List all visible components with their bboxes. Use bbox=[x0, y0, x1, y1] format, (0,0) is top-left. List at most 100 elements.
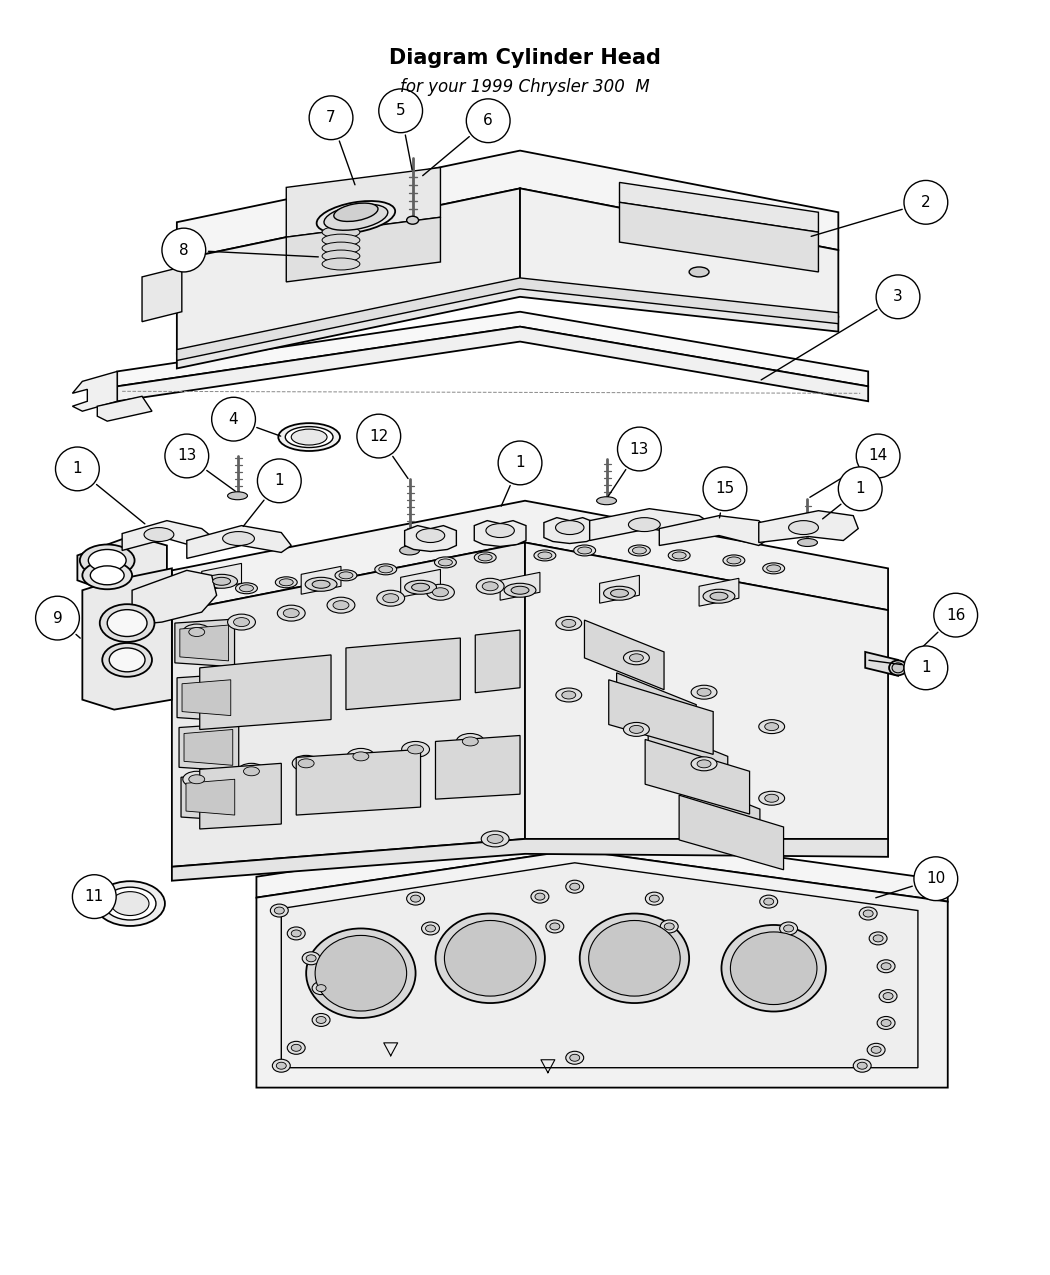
Circle shape bbox=[165, 434, 209, 478]
Ellipse shape bbox=[298, 759, 314, 768]
Ellipse shape bbox=[274, 907, 285, 914]
Polygon shape bbox=[256, 850, 948, 1088]
Ellipse shape bbox=[538, 552, 552, 558]
Ellipse shape bbox=[660, 921, 678, 933]
Ellipse shape bbox=[762, 562, 784, 574]
Ellipse shape bbox=[859, 907, 877, 921]
Polygon shape bbox=[200, 655, 331, 729]
Circle shape bbox=[914, 857, 958, 900]
Polygon shape bbox=[301, 566, 341, 594]
Ellipse shape bbox=[435, 557, 457, 567]
Text: 14: 14 bbox=[868, 449, 887, 464]
Circle shape bbox=[357, 414, 401, 458]
Text: 4: 4 bbox=[229, 412, 238, 427]
Ellipse shape bbox=[291, 430, 327, 445]
Ellipse shape bbox=[339, 572, 353, 579]
Ellipse shape bbox=[872, 1047, 881, 1053]
Ellipse shape bbox=[291, 1044, 301, 1052]
Polygon shape bbox=[680, 778, 760, 847]
Ellipse shape bbox=[223, 532, 254, 546]
Ellipse shape bbox=[629, 544, 650, 556]
Ellipse shape bbox=[689, 266, 709, 277]
Ellipse shape bbox=[697, 760, 711, 768]
Ellipse shape bbox=[874, 935, 883, 942]
Ellipse shape bbox=[759, 792, 784, 806]
Ellipse shape bbox=[307, 928, 416, 1017]
Ellipse shape bbox=[322, 250, 360, 261]
Ellipse shape bbox=[346, 748, 375, 764]
Ellipse shape bbox=[270, 904, 289, 917]
Ellipse shape bbox=[317, 201, 395, 233]
Ellipse shape bbox=[400, 546, 420, 555]
Ellipse shape bbox=[555, 688, 582, 703]
Ellipse shape bbox=[228, 615, 255, 630]
Polygon shape bbox=[436, 736, 520, 799]
Polygon shape bbox=[865, 652, 898, 676]
Ellipse shape bbox=[406, 892, 424, 905]
Ellipse shape bbox=[312, 580, 330, 588]
Ellipse shape bbox=[881, 1020, 891, 1026]
Ellipse shape bbox=[691, 685, 717, 699]
Ellipse shape bbox=[383, 594, 399, 603]
Ellipse shape bbox=[334, 203, 378, 222]
Ellipse shape bbox=[783, 924, 794, 932]
Ellipse shape bbox=[233, 617, 250, 626]
Circle shape bbox=[704, 467, 747, 511]
Ellipse shape bbox=[206, 574, 237, 588]
Ellipse shape bbox=[421, 922, 440, 935]
Ellipse shape bbox=[624, 650, 649, 664]
Circle shape bbox=[856, 434, 900, 478]
Text: 13: 13 bbox=[177, 449, 196, 464]
Ellipse shape bbox=[239, 585, 253, 592]
Ellipse shape bbox=[704, 589, 735, 603]
Ellipse shape bbox=[436, 913, 545, 1003]
Circle shape bbox=[617, 427, 662, 470]
Polygon shape bbox=[122, 520, 216, 551]
Polygon shape bbox=[287, 217, 440, 282]
Ellipse shape bbox=[789, 520, 818, 534]
Ellipse shape bbox=[555, 616, 582, 630]
Ellipse shape bbox=[721, 924, 826, 1011]
Text: 1: 1 bbox=[921, 660, 930, 676]
Polygon shape bbox=[182, 680, 231, 715]
Ellipse shape bbox=[697, 688, 711, 696]
Ellipse shape bbox=[665, 923, 674, 929]
Polygon shape bbox=[759, 511, 858, 542]
Ellipse shape bbox=[511, 586, 529, 594]
Circle shape bbox=[933, 593, 978, 638]
Ellipse shape bbox=[272, 1060, 290, 1072]
Ellipse shape bbox=[307, 955, 316, 961]
Ellipse shape bbox=[111, 891, 149, 915]
Text: 2: 2 bbox=[921, 195, 930, 210]
Circle shape bbox=[498, 441, 542, 484]
Ellipse shape bbox=[727, 557, 741, 564]
Text: 1: 1 bbox=[856, 481, 865, 496]
Ellipse shape bbox=[107, 609, 147, 636]
Polygon shape bbox=[177, 673, 236, 722]
Ellipse shape bbox=[867, 1043, 885, 1056]
Polygon shape bbox=[345, 638, 460, 710]
Polygon shape bbox=[648, 724, 728, 794]
Polygon shape bbox=[679, 796, 783, 870]
Text: 1: 1 bbox=[274, 473, 285, 488]
Ellipse shape bbox=[487, 834, 503, 843]
Ellipse shape bbox=[482, 581, 498, 590]
Ellipse shape bbox=[183, 771, 211, 787]
Polygon shape bbox=[475, 520, 526, 547]
Ellipse shape bbox=[881, 963, 891, 970]
Polygon shape bbox=[645, 740, 750, 813]
Circle shape bbox=[876, 275, 920, 319]
Ellipse shape bbox=[402, 742, 429, 757]
Ellipse shape bbox=[763, 898, 774, 905]
Ellipse shape bbox=[104, 887, 156, 921]
Ellipse shape bbox=[566, 1052, 584, 1065]
Ellipse shape bbox=[288, 927, 306, 940]
Ellipse shape bbox=[237, 764, 266, 779]
Ellipse shape bbox=[404, 580, 437, 594]
Polygon shape bbox=[202, 564, 242, 592]
Text: 13: 13 bbox=[630, 441, 649, 456]
Text: 16: 16 bbox=[946, 608, 965, 622]
Ellipse shape bbox=[629, 518, 660, 532]
Ellipse shape bbox=[322, 235, 360, 246]
Ellipse shape bbox=[668, 550, 690, 561]
